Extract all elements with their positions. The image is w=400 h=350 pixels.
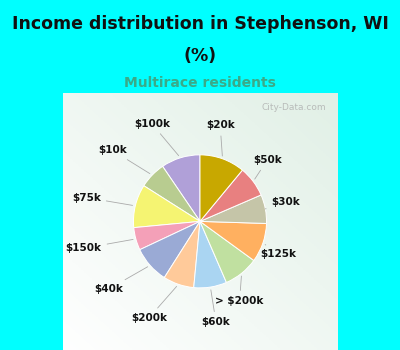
Wedge shape xyxy=(200,222,254,282)
Text: Income distribution in Stephenson, WI: Income distribution in Stephenson, WI xyxy=(12,15,388,33)
Text: $100k: $100k xyxy=(134,119,179,156)
Wedge shape xyxy=(200,195,266,223)
Wedge shape xyxy=(134,222,200,250)
Text: Multirace residents: Multirace residents xyxy=(124,76,276,90)
Wedge shape xyxy=(200,155,242,222)
Text: $75k: $75k xyxy=(72,193,132,205)
Wedge shape xyxy=(134,186,200,228)
Wedge shape xyxy=(144,166,200,222)
Text: $30k: $30k xyxy=(265,197,300,209)
Wedge shape xyxy=(200,170,261,222)
Text: $40k: $40k xyxy=(95,267,148,294)
Wedge shape xyxy=(200,222,266,260)
Text: $150k: $150k xyxy=(66,239,133,253)
Text: (%): (%) xyxy=(184,47,216,65)
Text: $10k: $10k xyxy=(98,145,150,174)
Text: > $200k: > $200k xyxy=(216,276,264,306)
Text: $20k: $20k xyxy=(206,120,234,156)
Text: $60k: $60k xyxy=(202,290,230,327)
Text: City-Data.com: City-Data.com xyxy=(262,103,326,112)
Text: $125k: $125k xyxy=(260,245,296,259)
Wedge shape xyxy=(194,222,226,288)
Text: $200k: $200k xyxy=(131,286,177,323)
Wedge shape xyxy=(163,155,200,222)
Wedge shape xyxy=(140,222,200,278)
Text: $50k: $50k xyxy=(253,155,282,179)
Wedge shape xyxy=(164,222,200,288)
